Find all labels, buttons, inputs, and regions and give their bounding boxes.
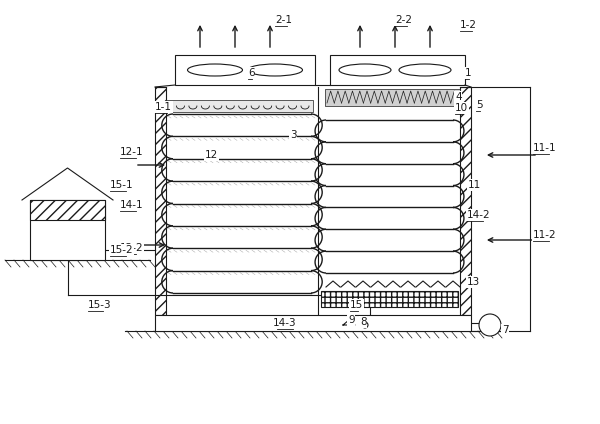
Bar — [175, 55, 315, 85]
Text: 14-2: 14-2 — [467, 210, 491, 220]
Text: 12: 12 — [205, 150, 218, 160]
Text: 1-1: 1-1 — [155, 102, 172, 112]
Text: 14-3: 14-3 — [273, 318, 297, 328]
Circle shape — [362, 322, 368, 328]
Text: 12-1: 12-1 — [120, 147, 143, 157]
Text: 15: 15 — [350, 300, 363, 310]
Text: 2-1: 2-1 — [275, 15, 292, 25]
Text: 15-1: 15-1 — [110, 180, 134, 190]
Text: 1-2: 1-2 — [460, 20, 477, 30]
Ellipse shape — [248, 64, 302, 76]
Text: 2-2: 2-2 — [395, 15, 412, 25]
Text: 15-3: 15-3 — [88, 300, 111, 310]
Text: 10: 10 — [455, 103, 468, 113]
Text: 6: 6 — [248, 68, 254, 78]
Text: 11-2: 11-2 — [533, 230, 557, 240]
Text: 14-1: 14-1 — [120, 200, 143, 210]
Text: 1: 1 — [465, 68, 472, 78]
Bar — [155, 315, 471, 331]
Text: 15-2: 15-2 — [110, 245, 134, 255]
Bar — [460, 87, 471, 315]
Bar — [321, 291, 458, 307]
Text: 5: 5 — [476, 100, 482, 110]
Bar — [166, 100, 313, 112]
Bar — [30, 200, 105, 220]
Bar — [325, 89, 460, 106]
Ellipse shape — [339, 64, 391, 76]
Text: 12-2: 12-2 — [120, 243, 143, 253]
Ellipse shape — [399, 64, 451, 76]
Text: 11: 11 — [468, 180, 481, 190]
Text: 9: 9 — [348, 315, 355, 325]
Bar — [155, 87, 166, 315]
Text: 3: 3 — [290, 130, 296, 140]
Circle shape — [479, 314, 501, 336]
Bar — [30, 200, 105, 260]
Text: 4: 4 — [455, 92, 461, 102]
Text: 11-1: 11-1 — [533, 143, 557, 153]
Text: 13: 13 — [467, 277, 480, 287]
Text: 7: 7 — [502, 325, 509, 335]
Text: 8: 8 — [360, 317, 367, 327]
Ellipse shape — [187, 64, 242, 76]
Bar — [330, 55, 465, 85]
